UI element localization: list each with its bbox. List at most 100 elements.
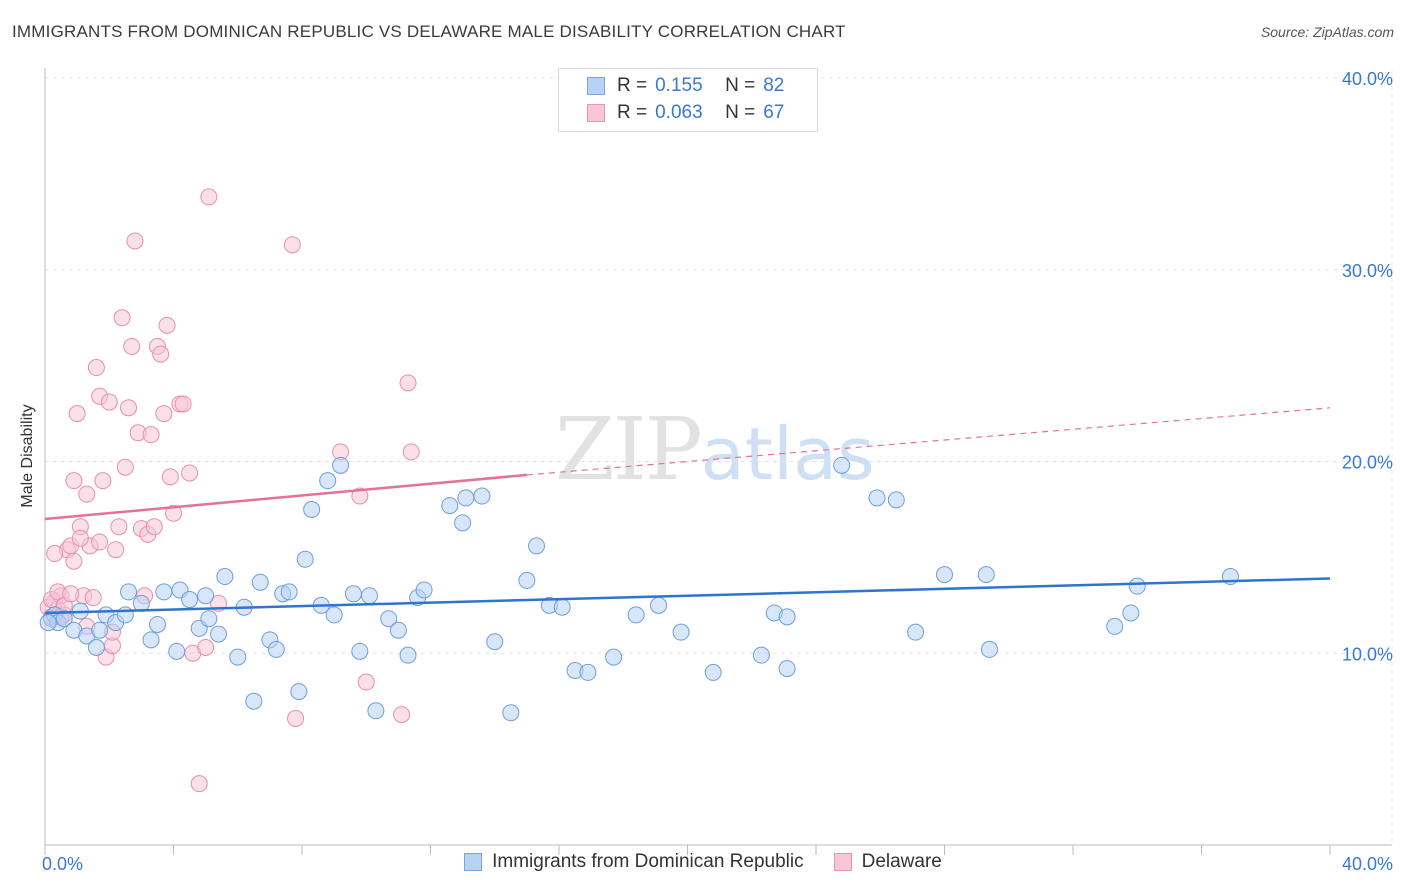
data-point-delaware: [351, 487, 369, 505]
legend-r-value: 0.063: [655, 102, 703, 123]
data-point-dominican: [197, 587, 215, 605]
data-point-dominican: [332, 456, 350, 474]
bottom-legend-label-pink: Delaware: [861, 851, 942, 872]
legend-row-blue: R = 0.155 N = 82: [587, 73, 784, 99]
data-point-dominican: [457, 489, 475, 507]
data-point-dominican: [579, 663, 597, 681]
data-point-dominican: [936, 566, 953, 584]
data-point-delaware: [155, 405, 173, 423]
y-tick-label: 20.0%: [1342, 453, 1393, 473]
data-point-delaware: [165, 504, 182, 522]
trendline-delaware: [44, 473, 527, 521]
data-point-dominican: [1128, 577, 1146, 595]
data-point-dominican: [778, 660, 796, 678]
data-point-dominican: [155, 583, 173, 601]
bottom-legend: Immigrants from Dominican Republic Delaw…: [0, 851, 1406, 873]
data-point-dominican: [650, 596, 668, 614]
data-point-delaware: [62, 585, 80, 603]
data-point-delaware: [393, 706, 411, 724]
legend-row-pink: R = 0.063 N = 67: [587, 100, 784, 126]
data-point-dominican: [399, 646, 417, 664]
data-point-dominican: [325, 606, 343, 624]
bottom-legend-swatch-blue: [464, 853, 483, 871]
data-point-dominican: [168, 642, 186, 660]
data-point-delaware: [68, 405, 86, 423]
data-point-dominican: [296, 550, 314, 568]
data-point-dominican: [380, 610, 398, 628]
data-point-dominican: [1106, 617, 1124, 635]
data-point-dominican: [389, 621, 407, 639]
data-point-dominican: [216, 568, 234, 586]
data-point-dominican: [415, 581, 433, 599]
data-point-dominican: [55, 610, 73, 628]
data-point-delaware: [181, 464, 199, 482]
data-point-delaware: [113, 309, 131, 327]
data-point-delaware: [87, 359, 105, 377]
data-point-dominican: [148, 615, 166, 633]
data-point-delaware: [174, 395, 192, 413]
data-point-dominican: [502, 704, 520, 722]
data-point-dominican: [486, 633, 504, 651]
data-point-delaware: [197, 638, 215, 656]
data-point-dominican: [319, 472, 337, 490]
legend-r-value: 0.155: [655, 75, 703, 96]
y-tick-label: 30.0%: [1342, 261, 1393, 281]
data-point-dominican: [977, 566, 995, 584]
data-point-delaware: [71, 529, 89, 547]
legend-n-value: 67: [763, 102, 785, 123]
data-point-delaware: [357, 673, 375, 691]
data-point-dominican: [351, 642, 369, 660]
data-point-dominican: [91, 621, 109, 639]
data-point-dominican: [116, 606, 134, 624]
data-point-delaware: [145, 518, 163, 536]
data-point-dominican: [245, 692, 263, 710]
data-point-dominican: [627, 606, 645, 624]
data-point-dominican: [229, 648, 247, 666]
data-point-delaware: [402, 443, 420, 461]
data-point-dominican: [367, 702, 385, 720]
data-point-delaware: [116, 458, 134, 476]
bottom-legend-swatch-pink: [833, 853, 852, 871]
data-point-dominican: [280, 583, 298, 601]
data-point-delaware: [152, 345, 170, 363]
legend-r-label: R =: [617, 102, 648, 123]
data-point-dominican: [553, 598, 571, 616]
bottom-legend-label-blue: Immigrants from Dominican Republic: [492, 851, 804, 872]
trendline-delaware-extension: [526, 407, 1331, 476]
data-point-dominican: [209, 625, 227, 643]
data-point-dominican: [267, 640, 285, 658]
data-point-dominican: [980, 640, 998, 658]
data-point-delaware: [161, 468, 179, 486]
y-tick-label: 10.0%: [1342, 644, 1393, 664]
data-point-dominican: [752, 646, 770, 664]
data-point-delaware: [107, 541, 125, 559]
data-point-dominican: [441, 497, 459, 515]
data-point-delaware: [399, 374, 417, 392]
y-tick-label: 40.0%: [1342, 69, 1393, 89]
data-point-delaware: [46, 545, 64, 563]
data-point-dominican: [360, 587, 378, 605]
trendline-dominican: [44, 577, 1331, 615]
data-point-dominican: [605, 648, 623, 666]
data-point-dominican: [87, 638, 105, 656]
data-point-delaware: [190, 775, 208, 793]
legend-n-value: 82: [763, 75, 785, 96]
data-point-delaware: [78, 485, 96, 503]
data-point-dominican: [142, 631, 160, 649]
data-point-dominican: [39, 614, 57, 632]
data-point-delaware: [65, 472, 83, 490]
data-point-delaware: [123, 337, 141, 355]
data-point-dominican: [344, 585, 362, 603]
legend-r-label: R =: [617, 75, 648, 96]
data-point-dominican: [887, 491, 905, 509]
data-point-dominican: [473, 487, 491, 505]
data-point-delaware: [110, 518, 128, 536]
bottom-legend-item-pink: Delaware: [833, 851, 942, 873]
x-tick-label: 0.0%: [42, 854, 83, 874]
data-point-delaware: [200, 188, 218, 206]
chart-title: IMMIGRANTS FROM DOMINICAN REPUBLIC VS DE…: [12, 22, 846, 41]
data-point-dominican: [907, 623, 925, 641]
legend-swatch-pink: [587, 104, 605, 122]
data-point-delaware: [84, 589, 102, 607]
data-point-delaware: [100, 393, 118, 411]
